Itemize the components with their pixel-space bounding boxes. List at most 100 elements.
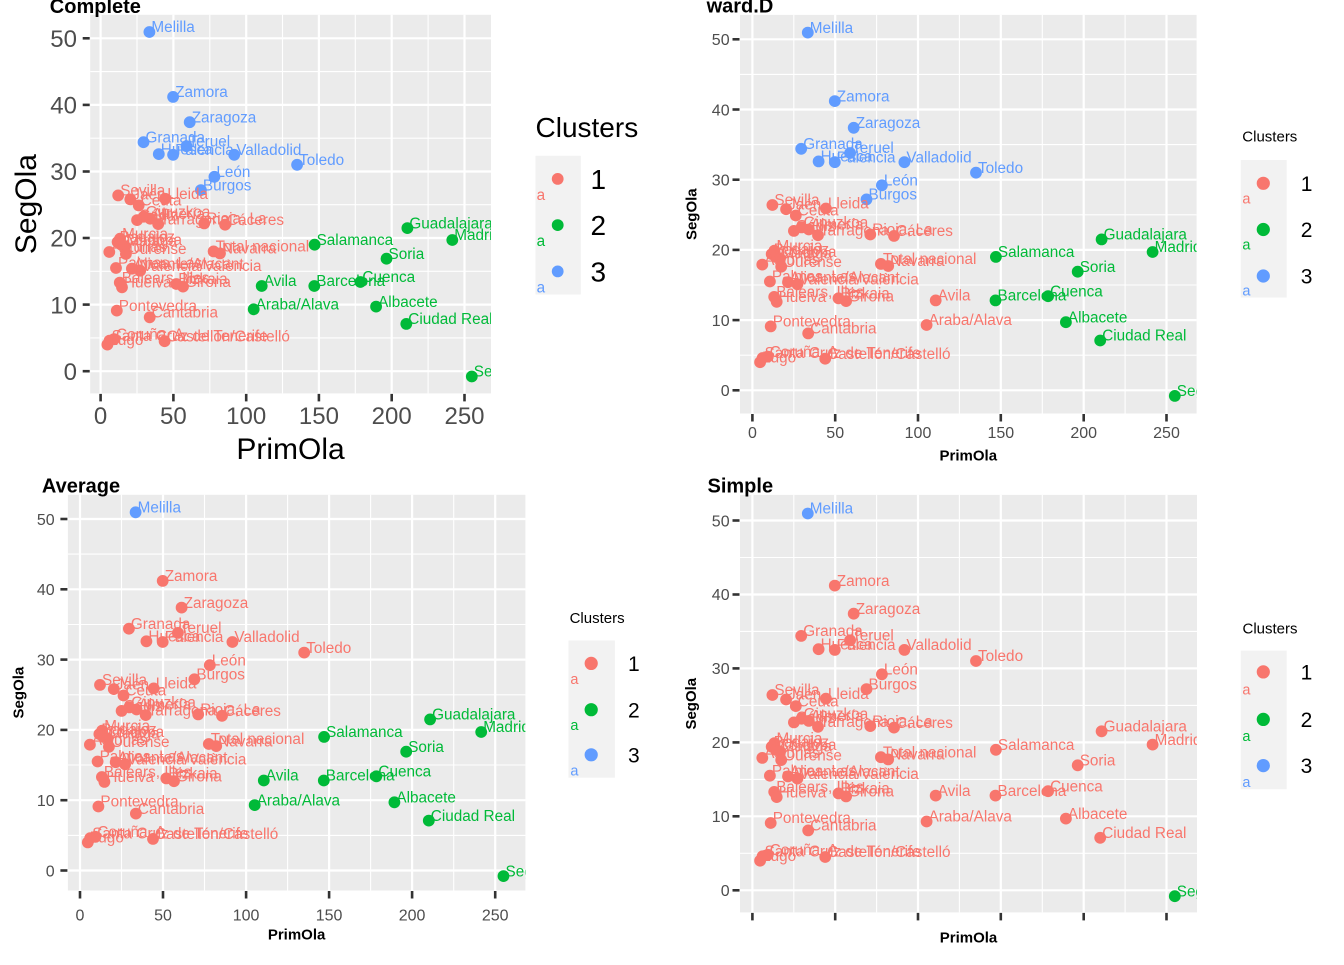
svg-text:Asturias: Asturias [764, 745, 820, 762]
svg-text:Average: Average [42, 476, 120, 498]
svg-text:100: 100 [905, 425, 932, 442]
svg-text:Córdoba: Córdoba [123, 232, 182, 249]
svg-text:Girona: Girona [176, 768, 222, 785]
svg-text:Pontevedra: Pontevedra [100, 794, 179, 811]
svg-text:Valladolid: Valladolid [906, 149, 971, 166]
svg-text:Ciudad Real: Ciudad Real [1102, 825, 1186, 842]
svg-text:Granada: Granada [146, 129, 206, 146]
svg-text:Almería: Almería [139, 697, 192, 714]
svg-text:Valencia/València: Valencia/València [142, 258, 262, 275]
svg-text:Jaén: Jaén [116, 676, 149, 693]
svg-text:3: 3 [1301, 266, 1313, 289]
svg-text:Albacete: Albacete [396, 790, 456, 807]
svg-text:Asturias: Asturias [111, 239, 167, 256]
svg-text:a: a [1242, 238, 1251, 254]
svg-text:40: 40 [50, 93, 77, 120]
svg-text:PrimOla: PrimOla [940, 930, 998, 947]
svg-text:Soria: Soria [389, 246, 425, 263]
svg-text:Cáceres: Cáceres [224, 703, 281, 720]
svg-text:Lleida: Lleida [156, 676, 197, 693]
svg-text:Balears, Illes: Balears, Illes [776, 284, 864, 301]
svg-text:Alicante/Alacant: Alicante/Alacant [790, 764, 900, 781]
svg-text:Cáceres: Cáceres [896, 223, 953, 240]
svg-text:Melilla: Melilla [810, 20, 854, 37]
svg-text:Ceuta: Ceuta [141, 193, 182, 210]
svg-text:Rioja, La: Rioja, La [872, 713, 933, 730]
svg-text:Clusters: Clusters [536, 112, 639, 143]
svg-text:Murcia: Murcia [104, 718, 150, 735]
svg-text:Cádiz: Cádiz [796, 218, 835, 235]
svg-text:Salamanca: Salamanca [326, 724, 403, 741]
svg-text:Ourense: Ourense [128, 241, 187, 258]
svg-text:Burgos: Burgos [869, 187, 918, 204]
svg-text:Coruña, A: Coruña, A [770, 842, 839, 859]
svg-text:Gipuzkoa: Gipuzkoa [804, 706, 869, 723]
svg-text:Ourense: Ourense [111, 734, 170, 751]
svg-text:Tarragona: Tarragona [148, 702, 217, 719]
svg-text:Almería: Almería [811, 708, 864, 725]
svg-text:Complete: Complete [50, 0, 141, 18]
svg-text:Clusters: Clusters [1242, 129, 1297, 146]
svg-text:Guadalajara: Guadalajara [1104, 719, 1188, 736]
svg-text:Madrid: Madrid [1155, 732, 1202, 749]
svg-text:Huesca: Huesca [821, 149, 873, 166]
svg-text:Cádiz: Cádiz [124, 698, 163, 715]
svg-text:Zamora: Zamora [837, 573, 890, 590]
svg-text:PrimOla: PrimOla [940, 448, 998, 465]
svg-text:Valencia/València: Valencia/València [127, 752, 247, 769]
svg-text:Badajoz: Badajoz [774, 241, 829, 258]
svg-text:50: 50 [712, 32, 730, 49]
svg-text:Cuenca: Cuenca [378, 764, 431, 781]
svg-text:Tarragona: Tarragona [820, 714, 889, 731]
svg-text:Coruña, A: Coruña, A [116, 326, 185, 343]
svg-text:Cuenca: Cuenca [1050, 283, 1103, 300]
svg-text:León: León [212, 652, 246, 669]
svg-text:Rioja, La: Rioja, La [872, 222, 933, 239]
svg-text:250: 250 [444, 403, 484, 430]
svg-text:Barcelona: Barcelona [326, 768, 395, 785]
svg-text:Málaga: Málaga [782, 739, 833, 756]
svg-text:Pontevedra: Pontevedra [119, 298, 198, 315]
svg-text:Castellón/Castelló: Castellón/Castelló [827, 844, 950, 861]
svg-text:Albacete: Albacete [1068, 806, 1128, 823]
svg-text:Soria: Soria [1080, 753, 1116, 770]
svg-text:Salamanca: Salamanca [998, 737, 1075, 754]
svg-text:Zaragoza: Zaragoza [856, 115, 921, 132]
svg-text:Santa Cruz de Tenerife: Santa Cruz de Tenerife [765, 345, 921, 362]
svg-text:Cantabria: Cantabria [152, 305, 219, 322]
svg-text:Valladolid: Valladolid [236, 142, 301, 159]
svg-text:Córdoba: Córdoba [778, 737, 837, 754]
svg-text:150: 150 [299, 403, 339, 430]
svg-text:Asturias: Asturias [92, 732, 148, 749]
svg-text:Pontevedra: Pontevedra [773, 314, 852, 331]
svg-text:a: a [570, 764, 579, 780]
svg-text:3: 3 [628, 744, 640, 767]
svg-text:a: a [537, 279, 546, 296]
svg-text:50: 50 [712, 513, 730, 530]
svg-text:León: León [884, 173, 918, 190]
svg-text:a: a [537, 233, 546, 250]
svg-text:Lugo: Lugo [762, 848, 796, 865]
svg-text:Girona: Girona [848, 784, 894, 801]
svg-text:Ciudad Real: Ciudad Real [1102, 328, 1186, 345]
svg-text:Cuenca: Cuenca [362, 269, 415, 286]
svg-text:1: 1 [1301, 662, 1313, 685]
svg-text:Cantabria: Cantabria [138, 801, 205, 818]
svg-text:Almería: Almería [152, 206, 205, 223]
svg-text:Clusters: Clusters [570, 610, 625, 627]
svg-text:León: León [216, 164, 250, 181]
svg-text:3: 3 [591, 257, 607, 288]
svg-text:50: 50 [50, 26, 77, 53]
svg-text:Araba/Alava: Araba/Alava [257, 792, 341, 809]
svg-text:200: 200 [399, 907, 426, 924]
svg-text:Sevilla: Sevilla [774, 682, 820, 699]
svg-text:0: 0 [721, 383, 730, 400]
svg-text:Bizkaia: Bizkaia [168, 766, 218, 783]
svg-text:Murcia: Murcia [777, 730, 823, 747]
svg-text:100: 100 [233, 907, 260, 924]
svg-text:Santa Cruz de Tenerife: Santa Cruz de Tenerife [112, 328, 268, 345]
svg-text:10: 10 [37, 793, 55, 810]
svg-text:PrimOla: PrimOla [268, 927, 326, 944]
svg-text:10: 10 [712, 809, 730, 826]
svg-text:0: 0 [94, 403, 107, 430]
